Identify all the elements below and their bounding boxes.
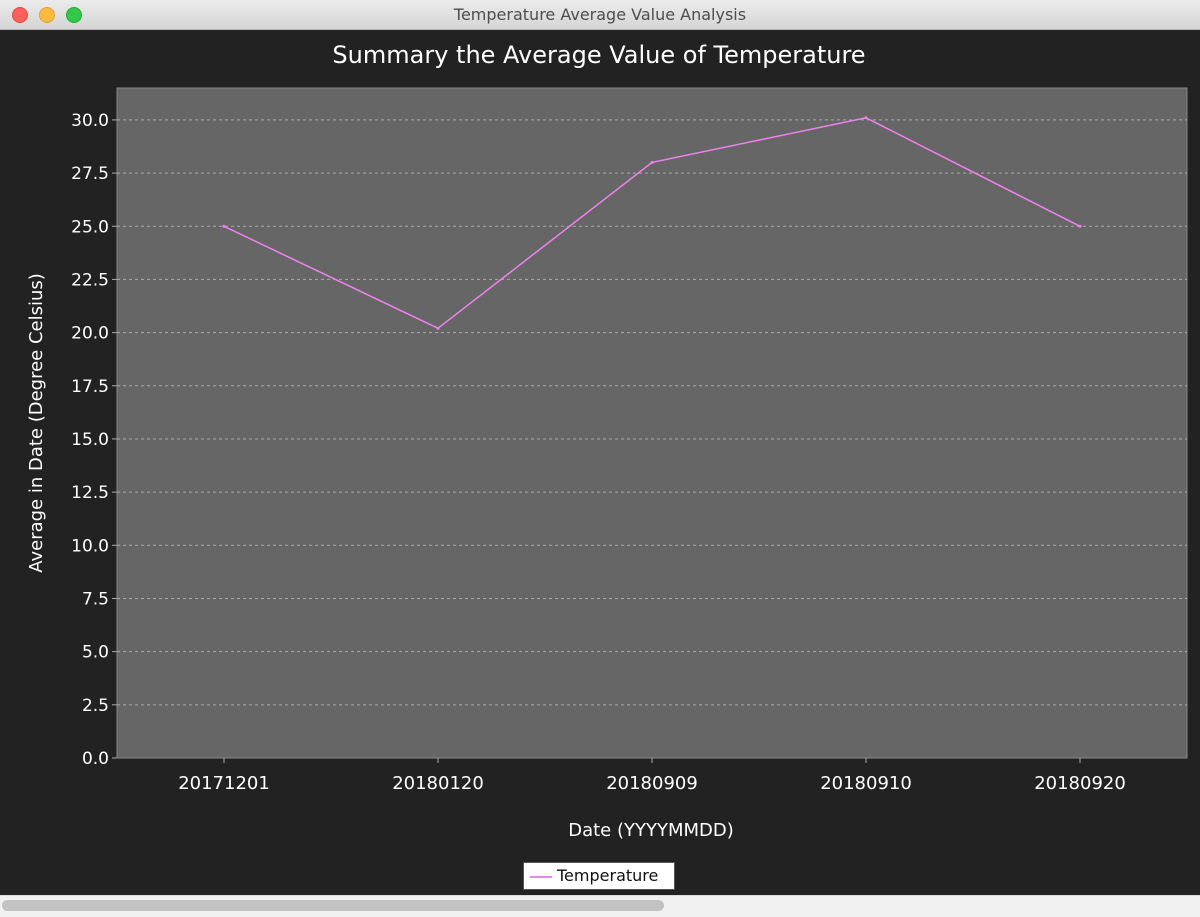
y-axis-label: Average in Date (Degree Celsius) — [26, 273, 47, 573]
y-tick-label: 22.5 — [71, 270, 109, 290]
x-axis-label: Date (YYYYMMDD) — [568, 820, 734, 841]
y-tick-label: 10.0 — [71, 536, 109, 556]
plot-area — [116, 87, 1188, 759]
data-point — [436, 326, 440, 330]
chart-title: Summary the Average Value of Temperature — [332, 41, 865, 69]
series-group — [222, 116, 1082, 330]
window-title: Temperature Average Value Analysis — [453, 5, 747, 24]
data-point — [864, 116, 868, 120]
y-tick-label: 30.0 — [71, 111, 109, 131]
horizontal-scrollbar[interactable] — [0, 895, 1200, 917]
legend-swatch — [530, 876, 552, 878]
y-tick-label: 5.0 — [82, 643, 109, 663]
scrollbar-thumb[interactable] — [2, 900, 664, 911]
x-tick-label: 20180909 — [606, 773, 698, 794]
x-tick-label: 20180910 — [820, 773, 912, 794]
y-tick-label: 12.5 — [71, 483, 109, 503]
maximize-window-button[interactable] — [66, 7, 82, 23]
x-axis-ticks: 20171201 20180120 20180909 20180910 20180920 — [178, 758, 1126, 794]
y-tick-label: 20.0 — [71, 324, 109, 344]
data-point — [222, 224, 226, 228]
y-tick-label: 25.0 — [71, 217, 109, 237]
gridlines — [117, 119, 1187, 706]
y-tick-label: 0.0 — [82, 749, 109, 769]
close-window-button[interactable] — [12, 7, 28, 23]
y-tick-label: 2.5 — [82, 696, 109, 716]
legend-label: Temperature — [557, 866, 659, 885]
minimize-window-button[interactable] — [39, 7, 55, 23]
data-point — [650, 160, 654, 164]
x-tick-label: 20180120 — [392, 773, 484, 794]
legend: Temperature — [523, 862, 675, 890]
y-tick-label: 7.5 — [82, 589, 109, 609]
x-tick-label: 20180920 — [1034, 773, 1126, 794]
title-bar: Temperature Average Value Analysis — [0, 0, 1200, 30]
y-axis-ticks: 0.0 2.5 5.0 7.5 10.0 12.5 15.0 17.5 20.0 22.5 25.0… — [71, 111, 117, 769]
y-tick-label: 17.5 — [71, 377, 109, 397]
y-tick-label: 15.0 — [71, 430, 109, 450]
x-tick-label: 20171201 — [178, 773, 270, 794]
data-point — [1078, 224, 1082, 228]
y-tick-label: 27.5 — [71, 164, 109, 184]
